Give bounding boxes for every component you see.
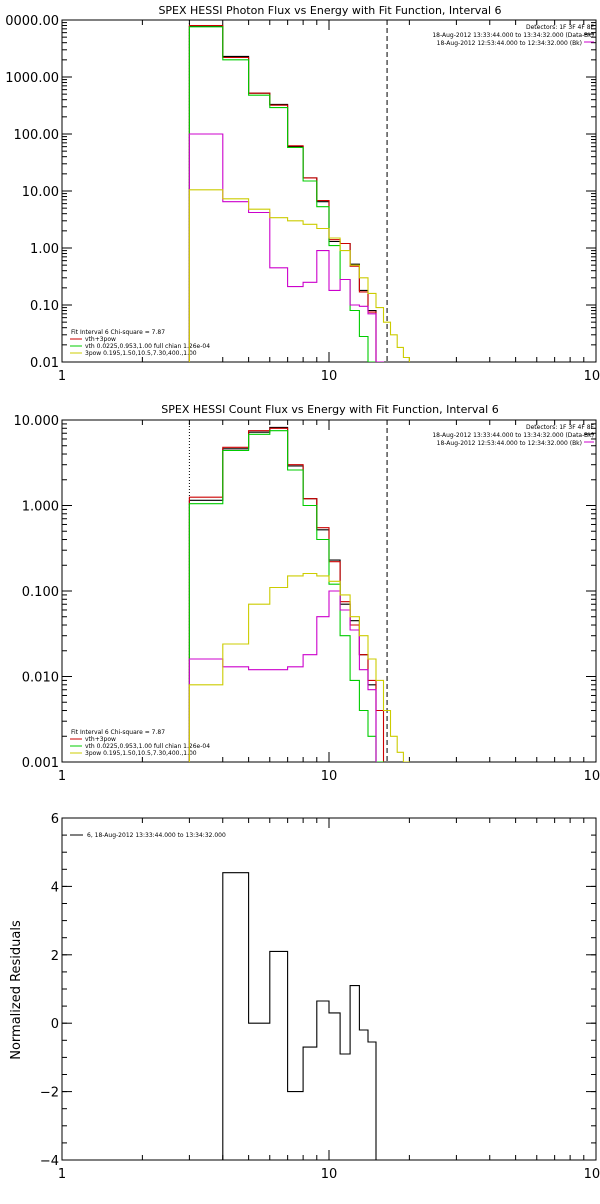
series-line-4 <box>189 574 420 803</box>
y-tick-label: 10.00 <box>22 185 59 200</box>
series-line-1 <box>189 428 383 802</box>
photon-flux-panel: SPEX HESSI Photon Flux vs Energy with Fi… <box>5 4 600 402</box>
series-line-0 <box>189 26 376 402</box>
legend-3pow: 3pow 0.195,1.50,10.5,7.30,400.,1.00 <box>85 750 197 757</box>
y-tick-label: 1000.00 <box>5 71 59 86</box>
x-tick-label: 100 <box>584 769 600 784</box>
y-tick-label: 4 <box>51 880 59 895</box>
time-label-data: 18-Aug-2012 13:33:44.000 to 13:34:32.000… <box>432 432 594 439</box>
legend-3pow: 3pow 0.195,1.50,10.5,7.30,400.,1.00 <box>85 350 197 357</box>
x-tick-label: 1 <box>58 369 66 384</box>
x-tick-label: 10 <box>321 769 338 784</box>
y-tick-label: 0000.00 <box>5 14 59 29</box>
residuals-panel: Normalized Residuals 6, 18-Aug-2012 13:3… <box>9 812 600 1200</box>
plot-frame <box>62 818 596 1160</box>
series-group <box>189 26 415 403</box>
detectors-label: Detectors: 1F 3F 4F 8F <box>526 24 595 31</box>
y-tick-label: −4 <box>40 1154 59 1169</box>
x-tick-label: 100 <box>584 369 600 384</box>
series-line-1 <box>189 26 376 403</box>
legend-vth: vth 0.0225,0.953,1.00 full chian 1.26e-0… <box>85 743 210 750</box>
legend-chi-square: Fit Interval 6 Chi-square = 7.87 <box>71 729 165 736</box>
y-tick-label: 0.010 <box>22 671 59 686</box>
y-tick-label: 10.000 <box>14 414 60 429</box>
y-tick-label: 0.001 <box>22 756 59 771</box>
y-tick-label: 0.100 <box>22 585 59 600</box>
y-tick-label: 0.01 <box>30 356 59 371</box>
detectors-label: Detectors: 1F 3F 4F 8F <box>526 424 595 431</box>
time-label-bk: 18-Aug-2012 12:53:44.000 to 12:34:32.000… <box>437 40 582 47</box>
series-line-0 <box>189 427 376 802</box>
time-label-bk: 18-Aug-2012 12:53:44.000 to 12:34:32.000… <box>437 440 582 447</box>
x-tick-label: 10 <box>321 1167 338 1182</box>
y-axis-label: Normalized Residuals <box>9 920 24 1060</box>
y-tick-label: 1.00 <box>30 242 59 257</box>
x-tick-label: 10 <box>321 369 338 384</box>
series-group <box>223 873 384 1200</box>
x-tick-label: 100 <box>584 1167 600 1182</box>
y-tick-label: 0 <box>51 1017 59 1032</box>
y-tick-label: 2 <box>51 949 59 964</box>
series-line-0 <box>223 873 384 1200</box>
y-tick-label: −2 <box>40 1086 59 1101</box>
series-group <box>189 427 420 802</box>
legend-vth-3pow: vth+3pow <box>85 336 116 343</box>
x-tick-label: 1 <box>58 1167 66 1182</box>
count-flux-panel: SPEX HESSI Count Flux vs Energy with Fit… <box>14 403 600 802</box>
legend-vth: vth 0.0225,0.953,1.00 full chian 1.26e-0… <box>85 343 210 350</box>
y-tick-label: 100.00 <box>14 128 60 143</box>
series-line-2 <box>189 27 383 402</box>
chart-title: SPEX HESSI Count Flux vs Energy with Fit… <box>161 403 498 416</box>
y-tick-label: 0.10 <box>30 299 59 314</box>
series-line-4 <box>189 190 415 402</box>
x-tick-label: 1 <box>58 769 66 784</box>
y-tick-label: 6 <box>51 812 59 827</box>
legend-chi-square: Fit Interval 6 Chi-square = 7.87 <box>71 329 165 336</box>
chart-title: SPEX HESSI Photon Flux vs Energy with Fi… <box>158 4 501 17</box>
legend-vth-3pow: vth+3pow <box>85 736 116 743</box>
y-tick-label: 1.000 <box>22 500 59 515</box>
legend-residuals: 6, 18-Aug-2012 13:33:44.000 to 13:34:32.… <box>87 832 226 839</box>
time-label-data: 18-Aug-2012 13:33:44.000 to 13:34:32.000… <box>432 32 594 39</box>
series-line-3 <box>189 591 383 802</box>
plot-frame <box>62 20 596 362</box>
